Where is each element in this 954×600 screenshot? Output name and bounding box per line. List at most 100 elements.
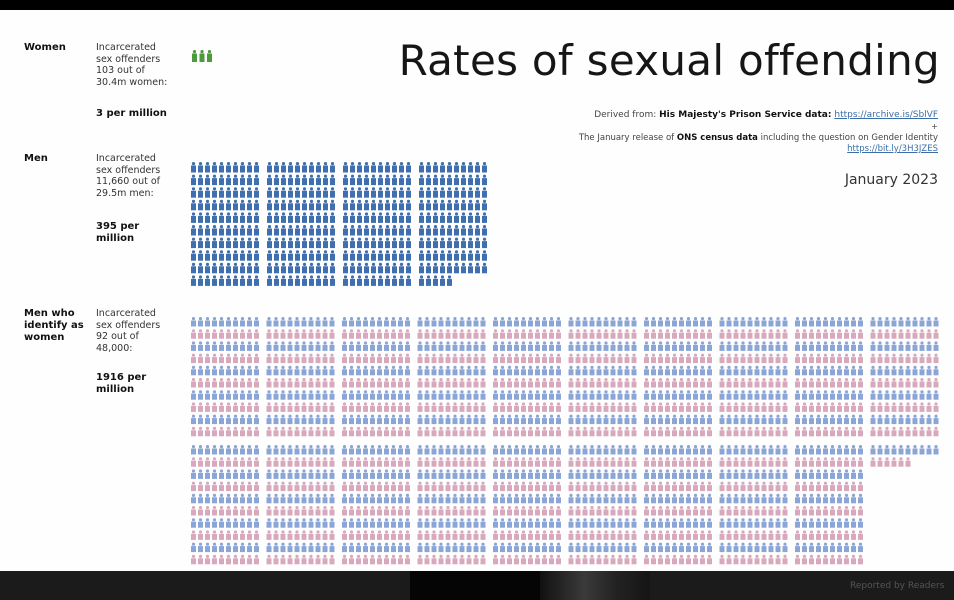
pictogram-tw-figure [384,542,389,553]
pictogram-tw-figure [438,317,444,327]
pictogram-tw-figure [542,341,547,351]
pictogram-tw-figure [226,317,231,327]
pictogram-tw-figure [480,390,486,400]
pictogram-tw-figure [844,414,849,425]
pictogram-tw-figure [624,481,630,492]
pictogram-men-figure [205,237,210,249]
pictogram-tw-figure [280,329,286,339]
pictogram-tw-figure [391,554,396,565]
pictogram-tw-figure [466,445,472,455]
pictogram-tw-figure [672,542,677,553]
pictogram-tw-figure [301,317,307,327]
source-1-link[interactable]: https://archive.is/SblVF [834,110,938,120]
pictogram-tw-figure [933,317,939,327]
pictogram-tw-figure [809,365,814,376]
pictogram-men-figure [309,199,314,211]
pictogram-tw-figure [431,353,437,364]
pictogram-tw-figure [582,493,588,504]
pictogram-tw-figure [707,445,712,455]
pictogram-tw-figure [830,530,835,540]
pictogram-tw-figure [212,329,217,339]
pictogram-tw-figure [405,426,410,437]
pictogram-tw-figure [898,414,904,425]
pictogram-men-figure [364,212,369,223]
pictogram-tw-figure [617,445,623,455]
pictogram-men-figure [205,262,210,274]
pictogram-men-figure [433,250,438,261]
source-2-link[interactable]: https://bit.ly/3H3JZES [847,144,938,154]
pictogram-men-figure [399,162,404,173]
pictogram-tw-figure [665,518,670,528]
pictogram-tw-figure [700,353,705,364]
pictogram-tw-figure [391,414,396,425]
pictogram-men-figure [267,162,272,173]
pictogram-tw-figure [672,518,677,528]
pictogram-tw-figure [795,506,800,516]
pictogram-men-figure [219,250,224,261]
pictogram-tw-figure [658,445,663,455]
pictogram-tw-figure [905,378,911,388]
pictogram-men-figure [219,237,224,249]
pictogram-tw-figure [884,414,890,425]
pictogram-tw-figure [424,317,430,327]
pictogram-men-figure [191,250,196,261]
pictogram-tw-figure [726,542,732,553]
pictogram-men-figure [454,199,459,211]
pictogram-tw-figure [480,542,486,553]
pictogram-men-figure [274,262,279,274]
pictogram-men-figure [274,250,279,261]
pictogram-tw-figure [370,378,375,388]
pictogram-tw-figure [514,457,519,467]
pictogram-tw-figure [624,365,630,376]
pictogram-tw-figure [665,365,670,376]
pictogram-tw-figure [438,329,444,339]
pictogram-tw-figure [549,481,554,492]
pictogram-tw-figure [191,530,196,540]
pictogram-men-figure [461,262,466,274]
pictogram-tw-figure [672,481,677,492]
pictogram-tw-figure [775,414,781,425]
pictogram-men-figure [357,275,362,286]
pictogram-tw-figure [830,457,835,467]
pictogram-men-figure [482,187,487,198]
pictogram-tw-figure [768,353,774,364]
pictogram-tw-figure [528,554,533,565]
pictogram-tw-figure [665,402,670,412]
pictogram-tw-figure [672,365,677,376]
group-desc-tw: Incarcerated sex offenders 92 out of 48,00… [96,308,161,354]
pictogram-tw-figure [315,554,321,565]
pictogram-tw-figure [768,365,774,376]
pictogram-tw-figure [438,353,444,364]
pictogram-men-figure [302,262,307,274]
pictogram-tw-figure [329,554,335,565]
pictogram-men-figure [198,275,203,286]
pictogram-tw-figure [363,542,368,553]
pictogram-tw-figure [631,530,637,540]
pictogram-tw-figure [445,365,451,376]
pictogram-tw-figure [391,481,396,492]
pictogram-tw-figure [802,378,807,388]
pictogram-tw-figure [384,445,389,455]
pictogram-tw-figure [665,329,670,339]
pictogram-men-figure [357,225,362,236]
pictogram-tw-figure [466,493,472,504]
pictogram-tw-figure [294,317,300,327]
pictogram-tw-figure [891,414,897,425]
pictogram-tw-figure [514,426,519,437]
pictogram-tw-figure [398,378,403,388]
pictogram-tw-figure [493,493,498,504]
pictogram-tw-figure [198,554,203,565]
pictogram-tw-figure [205,518,210,528]
pictogram-men-figure [392,250,397,261]
pictogram-tw-figure [349,518,354,528]
pictogram-tw-figure [535,518,540,528]
pictogram-men-figure [406,250,411,261]
pictogram-tw-figure [377,378,382,388]
pictogram-tw-figure [266,530,272,540]
pictogram-men-figure [219,262,224,274]
pictogram-tw-figure [603,317,609,327]
pictogram-tw-figure [830,317,835,327]
pictogram-tw-figure [816,329,821,339]
pictogram-tw-figure [719,365,725,376]
pictogram-tw-figure [287,518,293,528]
